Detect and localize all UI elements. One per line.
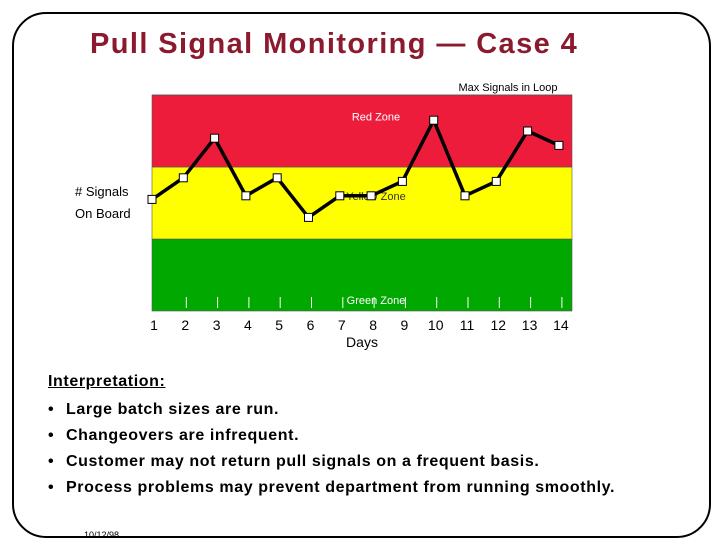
data-point-marker <box>210 133 220 143</box>
data-point-marker <box>178 173 188 183</box>
bullet-icon: • <box>48 427 55 444</box>
interpretation-section: Interpretation: • Large batch sizes are r… <box>48 373 615 501</box>
data-point-marker <box>460 191 470 201</box>
x-tick-label: 10 <box>428 317 444 333</box>
list-item: • Large batch sizes are run. <box>48 397 615 423</box>
page-title: Pull Signal Monitoring — Case 4 <box>90 28 579 60</box>
data-point-marker <box>429 115 439 125</box>
green-zone-band <box>151 238 573 312</box>
bullet-icon: • <box>48 453 55 470</box>
x-tick-label: 13 <box>522 317 538 333</box>
x-axis-label: Days <box>346 334 378 350</box>
y-axis-label-line-1: # Signals <box>75 184 129 199</box>
x-tick-label: 5 <box>275 317 283 333</box>
data-point-marker <box>304 212 313 222</box>
signals-series-line <box>151 116 560 220</box>
x-tick-labels: 1 2 3 4 5 6 7 8 9 10 11 12 13 14 <box>150 317 569 333</box>
data-point-marker <box>241 191 251 201</box>
x-tick-label: 14 <box>553 317 569 333</box>
green-zone-label: Green Zone <box>347 295 406 307</box>
x-tick-label: 2 <box>181 317 189 333</box>
red-zone-band <box>151 94 573 168</box>
x-tick-label: 1 <box>150 317 158 333</box>
markers-layer <box>147 115 564 222</box>
x-tick-label: 3 <box>213 317 221 333</box>
bullet-text: Customer may not return pull signals on … <box>66 453 540 470</box>
x-tick-label: 4 <box>244 317 252 333</box>
slide-frame <box>12 12 711 538</box>
list-item: • Changeovers are infrequent. <box>48 423 615 449</box>
bullet-text: Process problems may prevent department … <box>66 479 616 496</box>
ticks-layer <box>185 297 563 308</box>
data-point-marker <box>397 176 407 186</box>
x-tick-label: 11 <box>460 317 475 333</box>
data-point-marker <box>335 191 345 201</box>
data-point-marker <box>523 126 533 136</box>
x-tick-label: 7 <box>338 317 346 333</box>
x-tick-label: 12 <box>491 317 507 333</box>
list-item: • Customer may not return pull signals on… <box>48 449 615 475</box>
red-zone-label: Red Zone <box>352 112 400 124</box>
list-item: • Process problems may prevent department… <box>48 475 615 501</box>
max-signals-label: Max Signals in Loop <box>458 82 557 94</box>
zones-layer <box>151 94 573 312</box>
data-point-marker <box>272 173 282 183</box>
line-layer <box>151 116 560 220</box>
bullet-icon: • <box>48 401 55 418</box>
footer-date: 10/12/98 <box>84 530 120 540</box>
y-axis-label-line-2: On Board <box>75 206 131 221</box>
x-tick-label: 8 <box>369 317 377 333</box>
bullet-text: Changeovers are infrequent. <box>66 427 300 444</box>
data-point-marker <box>491 176 501 186</box>
x-tick-label: 9 <box>401 317 409 333</box>
yellow-zone-band <box>151 166 573 240</box>
bullet-icon: • <box>48 479 55 496</box>
bullet-text: Large batch sizes are run. <box>66 401 280 418</box>
data-point-marker <box>554 140 564 150</box>
yellow-zone-label: Yellow Zone <box>346 191 406 203</box>
data-point-marker <box>366 191 376 201</box>
data-point-marker <box>147 194 157 204</box>
interpretation-heading: Interpretation: <box>48 373 166 390</box>
x-tick-label: 6 <box>307 317 315 333</box>
zone-labels-layer: Green Zone Yellow Zone Red Zone <box>346 112 406 308</box>
